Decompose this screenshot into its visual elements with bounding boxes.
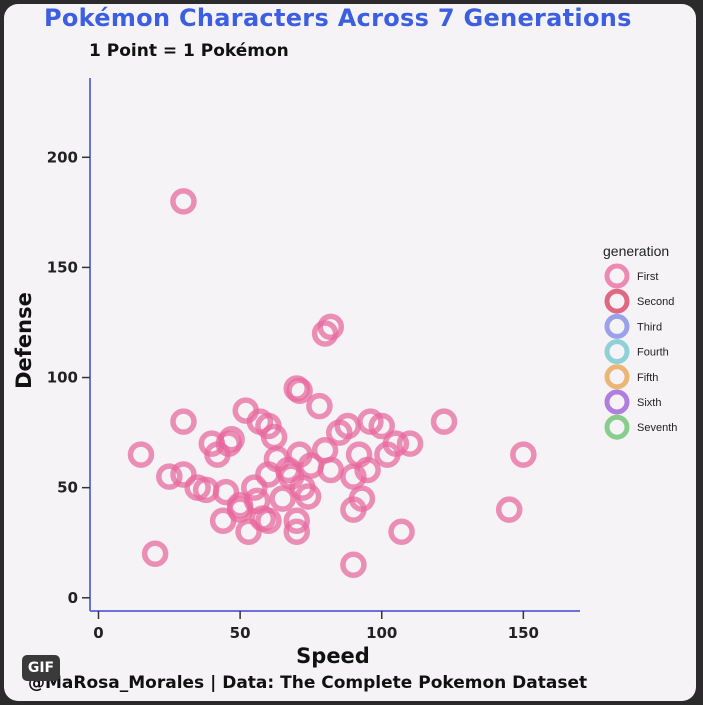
data-point (170, 408, 197, 435)
data-point (286, 377, 313, 405)
y-axis-title: Defense (12, 292, 36, 389)
y-tick-label: 200 (47, 148, 78, 166)
x-tick-label: 0 (93, 624, 103, 642)
data-point (170, 461, 197, 488)
data-point (430, 408, 458, 435)
legend-key (604, 339, 630, 365)
legend-key (604, 364, 630, 390)
data-point (212, 478, 240, 506)
legend-key (604, 313, 630, 339)
data-point (396, 430, 424, 457)
x-tick-label: 150 (508, 624, 539, 642)
data-point (354, 456, 381, 484)
data-point (255, 507, 282, 534)
data-point (306, 392, 333, 420)
data-point (382, 430, 410, 457)
legend-label: Second (637, 296, 674, 308)
y-tick-label: 100 (47, 369, 78, 387)
data-point (294, 483, 322, 510)
legend-key (604, 288, 630, 314)
source-caption: @MaRosa_Morales | Data: The Complete Pok… (28, 673, 588, 693)
data-point (510, 441, 537, 468)
x-axis-title: Speed (296, 644, 370, 668)
legend-label: Fourth (637, 347, 669, 359)
legend-title: generation (603, 243, 669, 259)
y-tick-label: 50 (57, 479, 78, 497)
data-point (127, 441, 155, 468)
y-tick-label: 150 (47, 258, 78, 276)
gif-badge[interactable]: GIF (22, 655, 60, 681)
data-point (241, 474, 268, 501)
data-point (269, 485, 296, 512)
data-point (283, 518, 311, 545)
data-point (170, 188, 197, 215)
data-point (218, 425, 245, 453)
data-point (317, 313, 345, 341)
data-point (317, 456, 345, 484)
data-point (283, 507, 311, 534)
legend: generation First Second Third Fourth Fifth Six… (603, 243, 677, 440)
data-point (368, 412, 395, 440)
legend-key (604, 389, 630, 415)
chart-subtitle: 1 Point = 1 Pokémon (89, 41, 289, 61)
legend-label: First (637, 271, 658, 283)
data-point (340, 551, 367, 578)
x-tick-label: 50 (230, 624, 251, 642)
points-layer (127, 188, 537, 578)
x-tick-label: 100 (366, 624, 397, 642)
legend-key (604, 414, 630, 440)
data-point (156, 463, 183, 490)
legend-key (604, 263, 630, 289)
data-point (141, 540, 169, 567)
data-point (495, 496, 523, 523)
y-tick-label: 0 (68, 589, 78, 607)
data-point (388, 518, 415, 545)
figure-background (4, 4, 696, 701)
chart-title: Pokémon Characters Across 7 Generations (44, 4, 632, 32)
axes: 0 50 100 150 200 0 50 100 150 Speed Defense (12, 78, 580, 668)
legend-label: Sixth (637, 397, 661, 409)
legend-label: Third (637, 321, 662, 333)
data-point (235, 518, 262, 545)
legend-label: Seventh (637, 422, 677, 434)
data-point (348, 485, 376, 512)
legend-label: Fifth (637, 372, 658, 384)
